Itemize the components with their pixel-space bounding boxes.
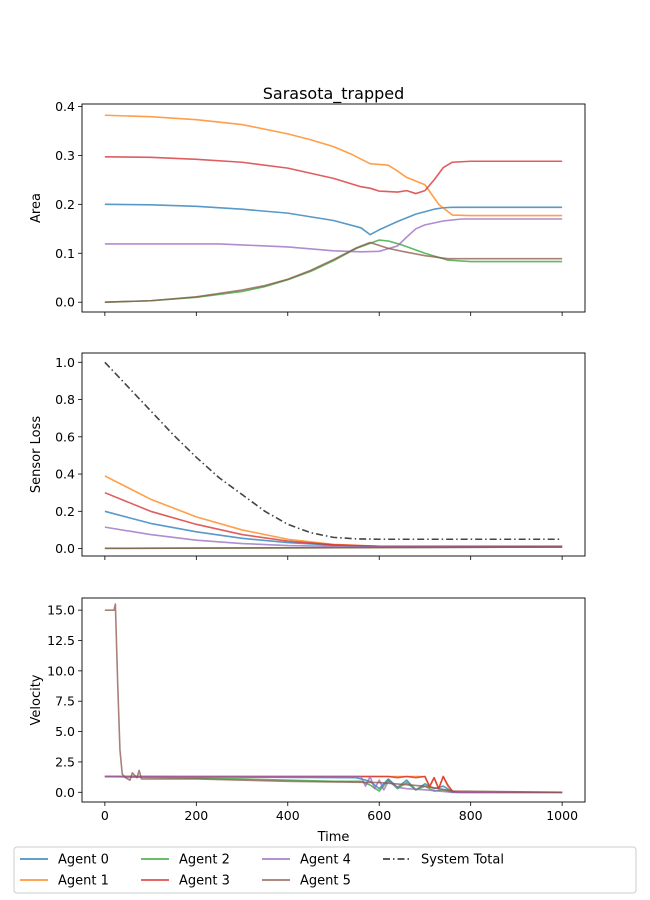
y-tick-label: 7.5 — [55, 694, 75, 709]
series-line-agent-4 — [104, 218, 563, 253]
y-tick-label: 0.1 — [55, 246, 75, 261]
panel-3: 0.0 2.5 5.0 7.5 10.0 12.5 15.0 0 200 400 600 800 100… — [29, 597, 586, 845]
legend-label: Agent 0 — [58, 853, 109, 868]
panel-1: 0.0 0.1 0.2 0.3 0.4 Area Sarasota_trapped — [29, 84, 586, 316]
y-tick-label: 15.0 — [47, 603, 75, 618]
series-line-agent-3 — [104, 156, 563, 195]
y-axis-label: Sensor Loss — [29, 416, 44, 493]
y-tick-label: 0.0 — [55, 295, 75, 310]
series-line-agent-4 — [104, 775, 563, 794]
x-tick-label: 0 — [101, 808, 109, 823]
series-line-agent-0 — [104, 510, 563, 548]
x-tick-label: 1000 — [546, 808, 578, 823]
series-line-agent-1 — [104, 114, 563, 217]
y-axis-label: Area — [29, 193, 44, 223]
legend-label: Agent 2 — [179, 853, 230, 868]
y-tick-label: 0.0 — [55, 541, 75, 556]
chart-title: Sarasota_trapped — [263, 84, 405, 104]
y-tick-label: 2.5 — [55, 754, 75, 769]
y-tick-label: 12.5 — [47, 633, 75, 648]
series-line-agent-0 — [104, 203, 563, 236]
y-tick-label: 0.3 — [55, 148, 75, 163]
axes-frame — [81, 103, 586, 313]
y-tick-label: 5.0 — [55, 724, 75, 739]
x-tick-label: 600 — [367, 808, 391, 823]
series-line-agent-5 — [104, 546, 563, 550]
series-line-system-total — [104, 361, 563, 541]
legend-box — [13, 846, 637, 894]
series-line-agent-5 — [104, 603, 563, 794]
legend-label: Agent 3 — [179, 874, 230, 889]
axes-frame — [81, 352, 586, 557]
series-line-agent-2 — [104, 239, 563, 304]
y-tick-label: 0.0 — [55, 785, 75, 800]
y-tick-label: 0.8 — [55, 392, 75, 407]
y-tick-label: 0.6 — [55, 429, 75, 444]
x-tick-label: 200 — [184, 808, 208, 823]
y-tick-label: 0.2 — [55, 504, 75, 519]
series-line-agent-1 — [104, 475, 563, 548]
x-axis-label: Time — [317, 830, 350, 845]
series-line-agent-4 — [104, 526, 563, 548]
legend-label: Agent 1 — [58, 874, 109, 889]
axes-frame — [81, 597, 586, 803]
legend-label: Agent 4 — [300, 853, 351, 868]
y-tick-label: 0.4 — [55, 99, 75, 114]
legend-label: System Total — [421, 853, 504, 868]
legend-label: Agent 5 — [300, 874, 351, 889]
y-tick-label: 0.4 — [55, 467, 75, 482]
legend: Agent 0 Agent 1 Agent 2 Agent 3 Agent 4 Agent… — [13, 846, 637, 894]
y-axis-label: Velocity — [29, 674, 44, 725]
series-line-agent-3 — [104, 491, 563, 548]
y-tick-label: 0.2 — [55, 197, 75, 212]
x-tick-label: 800 — [459, 808, 483, 823]
y-tick-label: 1.0 — [55, 355, 75, 370]
y-tick-label: 10.0 — [47, 663, 75, 678]
series-line-agent-5 — [104, 241, 563, 304]
panel-2: 0.0 0.2 0.4 0.6 0.8 1.0 Sensor Loss — [29, 352, 586, 560]
x-tick-label: 400 — [276, 808, 300, 823]
